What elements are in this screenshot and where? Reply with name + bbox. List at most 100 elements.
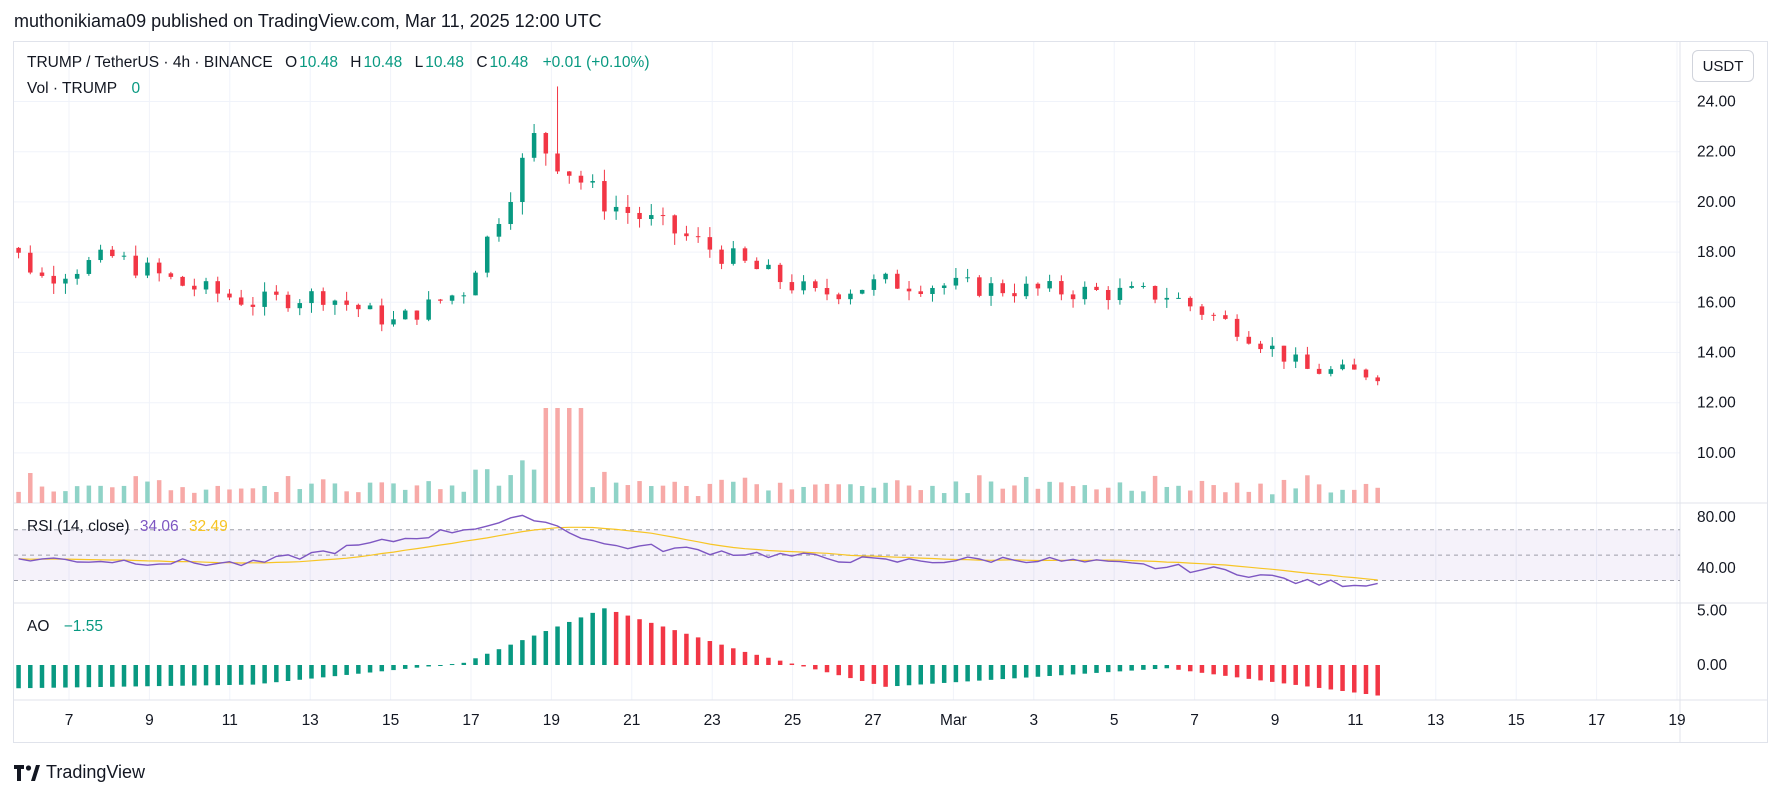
time-tick-label: 15 bbox=[1508, 712, 1525, 729]
ao-bar bbox=[742, 651, 748, 665]
ao-bar bbox=[567, 621, 572, 665]
volume-bar bbox=[262, 485, 267, 503]
tradingview-logo[interactable]: TradingView bbox=[14, 762, 145, 783]
rsi-line bbox=[18, 514, 1378, 588]
ao-bar bbox=[941, 665, 947, 683]
volume-bar bbox=[98, 485, 103, 503]
volume-bar bbox=[1187, 490, 1193, 503]
ao-bar bbox=[859, 665, 865, 681]
candle-body bbox=[531, 133, 537, 158]
volume-bar bbox=[63, 491, 68, 503]
candle-body bbox=[215, 281, 220, 294]
ao-bar bbox=[1059, 665, 1064, 676]
candle-body bbox=[1246, 336, 1252, 344]
candle-body bbox=[449, 295, 455, 301]
ao-bar bbox=[707, 641, 713, 665]
ao-bar bbox=[133, 665, 138, 687]
candle-body bbox=[684, 233, 689, 237]
ao-bar bbox=[836, 665, 841, 676]
volume-bar bbox=[567, 408, 572, 503]
symbol-label[interactable]: TRUMP / TetherUS · 4h · BINANCE bbox=[27, 54, 273, 71]
grid-lines bbox=[14, 42, 1680, 700]
ao-bar bbox=[625, 615, 631, 665]
candle-body bbox=[274, 291, 279, 295]
candle-body bbox=[1000, 283, 1006, 294]
candle-body bbox=[520, 157, 525, 202]
volume-bar bbox=[39, 486, 45, 503]
volume-bar bbox=[531, 469, 537, 503]
candle-body bbox=[590, 181, 595, 183]
candle-body bbox=[555, 153, 560, 172]
candle-body bbox=[1223, 315, 1228, 319]
volume-bar bbox=[250, 488, 256, 503]
volume-bar bbox=[555, 408, 560, 503]
time-axis: 7 9 11 13 15 17 19 21 23 25 27 Mar 3 5 7 9 11 13 15 17 19 bbox=[65, 712, 1686, 729]
volume-bar bbox=[895, 480, 900, 503]
volume-bar bbox=[1000, 488, 1006, 503]
rsi-label[interactable]: RSI (14, close) bbox=[27, 518, 130, 535]
volume-bar bbox=[285, 476, 291, 503]
ao-bar bbox=[1363, 665, 1369, 695]
candle-body bbox=[637, 212, 642, 220]
publisher-line: muthonikiama09 published on TradingView.… bbox=[14, 11, 602, 31]
time-tick-label: 7 bbox=[1190, 712, 1199, 729]
close-label: C bbox=[476, 54, 488, 71]
candle-body bbox=[1234, 318, 1240, 337]
volume-bar bbox=[484, 469, 490, 503]
price-tick-label: 12.00 bbox=[1697, 395, 1736, 412]
candle-body bbox=[941, 285, 947, 288]
volume-bar bbox=[1246, 491, 1252, 503]
volume-bar bbox=[426, 481, 431, 503]
candle-body bbox=[649, 215, 654, 220]
candle-body bbox=[98, 249, 103, 261]
candle-body bbox=[227, 293, 232, 298]
ao-bar bbox=[227, 665, 232, 685]
ao-bar bbox=[871, 665, 877, 684]
ao-bar bbox=[461, 662, 467, 665]
volume-label[interactable]: Vol · TRUMP bbox=[27, 80, 118, 97]
candle-body bbox=[1187, 297, 1193, 307]
ao-bar bbox=[1012, 665, 1017, 679]
candle-body bbox=[1047, 281, 1052, 289]
volume-bar bbox=[1023, 476, 1029, 503]
ao-bar bbox=[1187, 665, 1193, 672]
volume-bar bbox=[883, 482, 888, 503]
volume-bar bbox=[684, 485, 689, 503]
ao-bar bbox=[86, 665, 92, 688]
ao-tick-label: 5.00 bbox=[1697, 603, 1728, 620]
ao-bar bbox=[813, 665, 818, 670]
ao-bar bbox=[1328, 665, 1334, 690]
ao-bar bbox=[145, 665, 150, 687]
currency-button[interactable]: USDT bbox=[1692, 50, 1754, 82]
ao-bar bbox=[414, 665, 420, 668]
chart-frame[interactable] bbox=[13, 41, 1768, 743]
candle-body bbox=[332, 300, 338, 305]
volume-bar bbox=[28, 473, 33, 503]
time-tick-label: 13 bbox=[1427, 712, 1444, 729]
candle-body bbox=[1352, 364, 1357, 370]
candle-body bbox=[1164, 297, 1170, 300]
volume-bar bbox=[848, 484, 853, 503]
candle-body bbox=[1141, 285, 1146, 287]
low-label: L bbox=[414, 54, 424, 71]
ao-bar bbox=[180, 665, 185, 686]
volume-bar bbox=[1070, 486, 1076, 503]
volume-bar bbox=[590, 487, 595, 503]
volume-bars bbox=[16, 408, 1380, 503]
ao-bar bbox=[367, 665, 373, 673]
candle-body bbox=[414, 310, 420, 320]
open-label: O bbox=[285, 54, 298, 71]
ao-bar bbox=[531, 635, 537, 665]
volume-bar bbox=[473, 469, 478, 503]
volume-bar bbox=[918, 490, 923, 503]
volume-bar bbox=[16, 491, 21, 503]
rsi-tick-label: 80.00 bbox=[1697, 509, 1736, 526]
ao-label[interactable]: AO bbox=[27, 618, 50, 635]
volume-bar bbox=[1129, 490, 1134, 503]
ao-bar bbox=[1070, 665, 1076, 675]
candle-body bbox=[168, 273, 174, 277]
volume-bar bbox=[1340, 489, 1345, 503]
ao-bar bbox=[848, 665, 853, 679]
candle-body bbox=[602, 181, 607, 212]
